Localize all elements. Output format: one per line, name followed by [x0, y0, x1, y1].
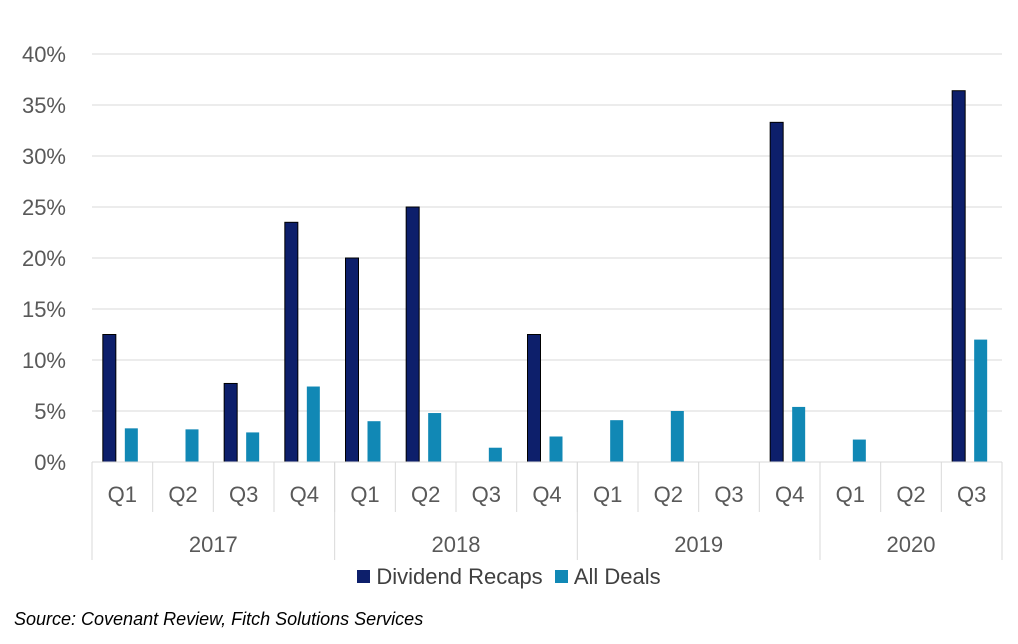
bar-dividend-recaps — [345, 257, 359, 463]
y-tick-label: 35% — [22, 93, 66, 118]
bar-dividend-recaps — [951, 90, 966, 463]
bar-dividend-recaps — [769, 121, 784, 463]
x-tick-label: Q2 — [654, 482, 683, 507]
bar-all-deals — [974, 339, 988, 462]
bar-all-deals — [792, 406, 806, 462]
x-tick-label: Q4 — [775, 482, 804, 507]
legend-swatch-all-deals — [554, 569, 568, 583]
bar-all-deals — [428, 413, 442, 462]
y-tick-label: 0% — [34, 450, 66, 475]
legend-label-dividend-recaps: Dividend Recaps — [376, 564, 543, 589]
year-label: 2017 — [189, 532, 238, 557]
bar-all-deals — [306, 386, 320, 462]
legend: Dividend Recaps All Deals — [0, 564, 1018, 590]
x-tick-label: Q2 — [896, 482, 925, 507]
legend-item-dividend-recaps: Dividend Recaps — [357, 564, 543, 590]
year-label: 2020 — [887, 532, 936, 557]
legend-item-all-deals: All Deals — [554, 564, 661, 590]
x-tick-label: Q1 — [350, 482, 379, 507]
x-tick-label: Q3 — [472, 482, 501, 507]
legend-label-all-deals: All Deals — [573, 564, 661, 589]
x-tick-label: Q4 — [532, 482, 561, 507]
x-axis: Q1 Q2 Q3 Q4 Q1 Q2 Q3 Q4 Q1 Q2 Q3 Q4 Q1 Q2 Q3 2017 2018 20… — [91, 461, 1003, 560]
bar-all-deals — [185, 429, 199, 462]
x-tick-label: Q2 — [411, 482, 440, 507]
bar-dividend-recaps — [284, 221, 299, 463]
y-tick-label: 20% — [22, 246, 66, 271]
y-tick-label: 25% — [22, 195, 66, 220]
bar-all-deals — [852, 439, 866, 462]
year-label: 2018 — [432, 532, 481, 557]
source-note: Source: Covenant Review, Fitch Solutions… — [14, 609, 424, 629]
x-tick-label: Q2 — [168, 482, 197, 507]
bar-dividend-recaps — [102, 334, 117, 463]
year-label: 2019 — [674, 532, 723, 557]
bar-all-deals — [488, 447, 502, 462]
bar-all-deals — [124, 428, 138, 462]
x-tick-label: Q4 — [290, 482, 319, 507]
bar-dividend-recaps — [405, 206, 420, 463]
x-tick-label: Q3 — [714, 482, 743, 507]
y-tick-label: 30% — [22, 144, 66, 169]
y-axis: 0% 5% 10% 15% 20% 25% 30% 35% 40% — [22, 42, 66, 475]
y-tick-label: 5% — [34, 399, 66, 424]
bar-all-deals — [246, 432, 260, 462]
bars — [102, 90, 988, 463]
bar-dividend-recaps — [527, 334, 541, 463]
y-tick-label: 10% — [22, 348, 66, 373]
bar-all-deals — [670, 411, 684, 462]
x-tick-label: Q1 — [108, 482, 137, 507]
bar-dividend-recaps — [223, 382, 238, 463]
x-tick-label: Q1 — [836, 482, 865, 507]
y-tick-label: 15% — [22, 297, 66, 322]
legend-swatch-dividend-recaps — [357, 569, 371, 583]
x-tick-label: Q3 — [957, 482, 986, 507]
y-tick-label: 40% — [22, 42, 66, 67]
gridlines — [92, 53, 1002, 412]
bar-all-deals — [549, 436, 563, 462]
bar-chart: 0% 5% 10% 15% 20% 25% 30% 35% 40% Q1 Q2 Q3 Q4 Q1 Q2 Q3… — [22, 42, 1003, 560]
x-tick-label: Q1 — [593, 482, 622, 507]
x-tick-label: Q3 — [229, 482, 258, 507]
bar-all-deals — [610, 420, 624, 462]
bar-all-deals — [367, 421, 381, 462]
